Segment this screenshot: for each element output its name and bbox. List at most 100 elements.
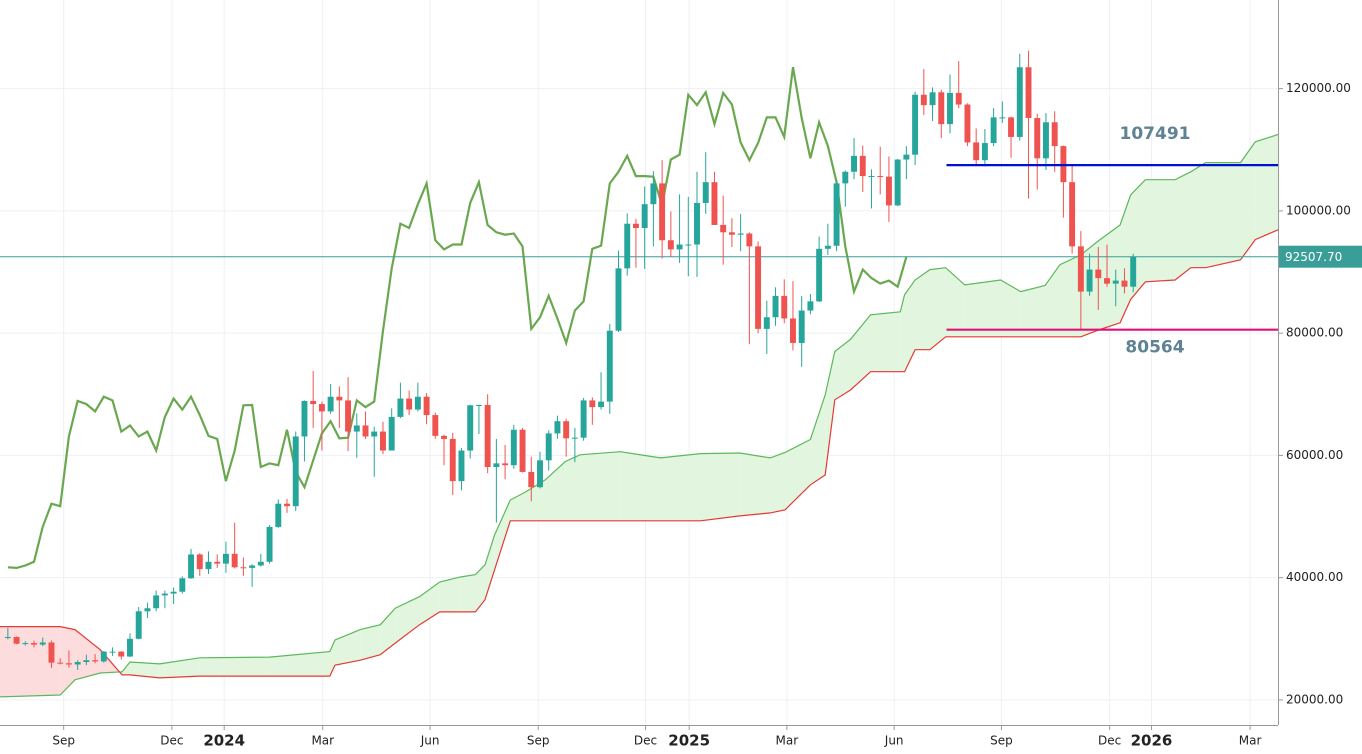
candle-body (484, 404, 491, 468)
y-tick-label: 20000.00 (1286, 692, 1343, 706)
candle-body (397, 398, 404, 417)
cloud-fill (334, 629, 361, 666)
candle-body (432, 415, 439, 436)
cloud-fill (810, 394, 826, 485)
candle-body (798, 310, 805, 343)
candle-body (1069, 182, 1076, 247)
candle-body (615, 268, 622, 331)
candle-body (728, 232, 735, 235)
plot-area (0, 0, 1278, 725)
candle-body (528, 471, 535, 488)
candle-body (1051, 122, 1058, 147)
y-tick-label: 60000.00 (1286, 448, 1343, 462)
candle-body (1112, 280, 1119, 284)
candle-body (31, 643, 37, 645)
cloud-fill (510, 492, 526, 521)
candle-body (694, 202, 700, 245)
candle-body (624, 223, 631, 269)
cloud-fill (419, 581, 440, 625)
cloud-fill (785, 439, 811, 510)
candle-body (920, 94, 927, 106)
candle-body (807, 301, 814, 311)
cloud-fill (565, 454, 581, 521)
cloud-fill (1120, 195, 1131, 323)
cloud-fill (900, 294, 905, 372)
candle-body (345, 400, 352, 432)
candle-body (196, 554, 203, 570)
candle-body (4, 636, 11, 638)
candle-body (824, 245, 831, 249)
candle-body (1130, 256, 1137, 287)
candle-body (772, 295, 779, 318)
candle-body (493, 463, 500, 468)
candle-body (580, 400, 587, 438)
cloud-fill (834, 339, 851, 400)
candle-body (833, 183, 840, 246)
candle-body (301, 401, 308, 437)
cloud-fill (929, 267, 946, 350)
cloud-fill (1000, 279, 1021, 337)
candle-body (257, 561, 264, 566)
candle-body (371, 431, 378, 437)
candle-body (275, 503, 282, 527)
candle-body (685, 244, 692, 246)
y-tick-label: 100000.00 (1286, 203, 1351, 217)
candle-body (816, 248, 823, 302)
cloud-fill (660, 453, 701, 521)
candle-body (955, 92, 962, 105)
level-label: 80564 (1125, 338, 1184, 358)
candle-body (57, 662, 64, 664)
candle-body (414, 396, 421, 410)
x-tick-label: 2026 (1131, 732, 1173, 750)
candle-body (947, 92, 953, 125)
candle-body (423, 396, 430, 416)
candle-body (214, 561, 221, 564)
last-price-label: 92507.70 (1285, 250, 1342, 264)
candle-body (877, 176, 884, 178)
cloud-fill (1255, 134, 1278, 240)
cloud-fill (964, 279, 1001, 337)
cloud-fill (1045, 264, 1060, 337)
candle-body (92, 660, 99, 662)
cloud-fill (770, 452, 786, 513)
candle-body (981, 143, 988, 161)
candle-body (999, 117, 1006, 119)
span-a-line (0, 133, 1278, 698)
candle-body (606, 330, 613, 402)
level-label: 107491 (1120, 124, 1191, 144)
x-tick-label: Jun (884, 734, 904, 748)
cloud-fill (1240, 141, 1256, 260)
x-tick-label: Sep (990, 734, 1013, 748)
cloud-fill (269, 651, 330, 677)
candle-body (781, 295, 788, 319)
candle-body (746, 233, 753, 247)
candle-body (222, 553, 229, 564)
cloud-fill (395, 596, 420, 644)
candle-body (563, 421, 570, 439)
candle-body (1077, 246, 1084, 292)
candle-body (170, 591, 177, 594)
candle-body (353, 425, 360, 432)
candle-body (938, 92, 945, 125)
candle-body (1086, 269, 1093, 292)
cloud-fill (360, 624, 381, 661)
candle-body (510, 429, 517, 466)
y-tick-label: 120000.00 (1286, 81, 1351, 95)
candle-body (441, 435, 447, 439)
candle-body (231, 553, 238, 568)
candle-body (475, 404, 482, 406)
candle-body (711, 182, 718, 225)
cloud-fill (1059, 254, 1081, 337)
candle-body (249, 565, 256, 568)
lagging-span (7, 67, 908, 570)
candle-body (519, 429, 526, 472)
cloud-fill (904, 279, 916, 372)
candle-body (74, 662, 81, 665)
candle-body (763, 317, 770, 329)
cloud-fill (1020, 285, 1046, 337)
candle-body (973, 142, 980, 161)
candle-body (153, 595, 160, 609)
span-b-line (0, 229, 1278, 679)
cloud-fill (915, 269, 930, 350)
